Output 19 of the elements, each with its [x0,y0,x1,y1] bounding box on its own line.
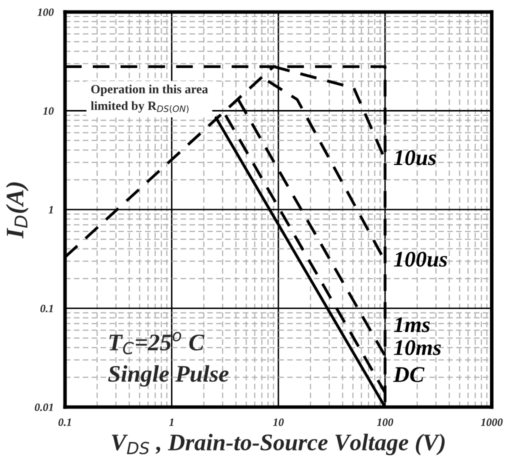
y-axis-title: I$_{D}$(A) [6,182,29,239]
y-tick-label: 1 [48,206,53,214]
x-axis-title: V$_{DS}$ , Drain-to-Source Voltage (V) [112,434,445,456]
x-tick-label: 0.1 [58,418,71,426]
series-label: 100us [394,252,448,267]
x-tick-label: 1000 [480,418,503,426]
annotation: Operation in this area limited by R$_{DS(ON)}$ [90,84,208,114]
y-tick-label: 100 [38,8,54,16]
series-label: DC [393,367,424,382]
y-tick-label: 0.01 [34,404,53,412]
series-label: 10ms [394,340,441,356]
y-tick-label: 10 [43,107,54,115]
annotation: T$_{C}$=25$^{o}$ C Single Pulse [108,332,229,387]
y-tick-label: 0.1 [40,304,53,312]
series-label: 10us [394,150,436,166]
series-label: 1ms [394,317,430,332]
x-tick-label: 100 [376,418,394,426]
x-tick-label: 1 [169,418,174,426]
x-tick-label: 10 [273,418,284,426]
